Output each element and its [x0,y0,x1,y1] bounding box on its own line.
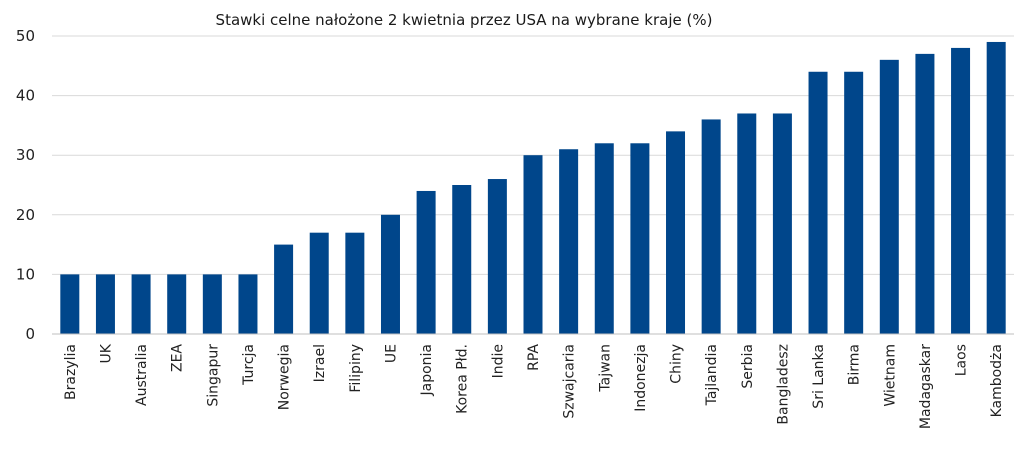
bar [701,119,721,334]
bar [523,155,543,334]
x-category-label: Tajlandia [704,344,720,406]
bar [772,113,792,334]
bar [915,53,935,334]
bar [167,274,187,334]
bar [559,149,579,334]
bar [808,71,828,334]
y-tick-label: 40 [16,87,35,105]
x-category-label: Izrael [312,344,328,382]
bar [416,190,436,334]
x-category-label: Singapur [205,344,221,407]
x-category-label: UE [383,344,399,363]
bar [131,274,151,334]
bar [630,143,650,334]
x-category-label: Korea Płd. [455,344,471,414]
bar [879,59,899,335]
x-category-label: Indonezja [633,344,649,412]
x-category-label: Tajwan [597,344,613,393]
x-category-label: Japonia [419,344,435,397]
x-category-label: Norwegia [277,344,293,410]
bar [238,274,258,334]
bar [951,47,971,335]
bar [737,113,757,334]
bar [202,274,222,334]
x-category-label: Sri Lanka [811,344,827,409]
x-category-label: Serbia [740,344,756,389]
bars [60,41,1006,335]
x-category-label: Birma [847,344,863,385]
x-category-label: Chiny [669,344,685,384]
x-category-label: ZEA [170,344,186,372]
x-category-label: Turcja [241,344,257,386]
x-category-label: Szwajcaria [562,344,578,419]
chart-title: Stawki celne nałożone 2 kwietnia przez U… [216,11,713,29]
bar [594,143,614,334]
bar [274,244,294,334]
x-category-label: Australia [134,344,150,406]
bar [666,131,686,334]
x-category-label: Madagaskar [918,344,934,429]
x-category-label: Indie [490,344,506,378]
bar [309,232,329,334]
x-category-label: UK [98,343,114,363]
x-category-label: Brazylia [63,344,79,400]
y-tick-label: 0 [25,325,35,343]
bar [487,179,507,334]
bar [95,274,115,334]
x-category-label: Wietnam [882,344,898,407]
x-axis-category-labels: Brazylia UK Australia ZEA Singapur Turcja Norw… [63,343,1005,429]
x-category-label: Bangladesz [775,344,791,425]
bar [844,71,864,334]
y-tick-label: 30 [16,146,35,164]
y-tick-label: 10 [16,265,35,283]
bar [345,232,365,334]
x-category-label: Filipiny [348,344,364,393]
bar [380,214,400,334]
bar [452,185,472,334]
y-tick-label: 50 [16,27,35,45]
bar [986,41,1006,335]
x-category-label: Kambodża [989,344,1005,417]
x-category-label: RPA [526,344,542,371]
y-axis-ticks: 0 10 20 30 40 50 [16,27,35,343]
x-category-label: Laos [954,344,970,376]
bar [60,274,80,334]
y-tick-label: 20 [16,206,35,224]
